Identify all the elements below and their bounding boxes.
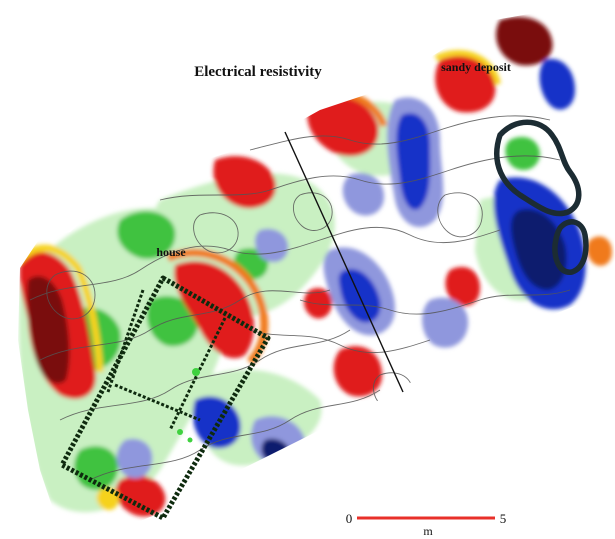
green-core-central xyxy=(117,211,176,259)
high-zone-north xyxy=(307,96,379,157)
scale-bar-unit-label: m xyxy=(423,524,433,538)
contour-line xyxy=(159,155,561,201)
elevated-rim-west xyxy=(18,244,104,373)
contour-lines xyxy=(29,115,571,481)
map-title: Electrical resistivity xyxy=(194,64,322,80)
elevated-spot-south xyxy=(96,487,120,511)
contour-line xyxy=(59,329,351,421)
high-zone-center-south xyxy=(333,346,383,397)
house-label: house xyxy=(156,245,186,259)
elevated-spot-east xyxy=(586,236,612,266)
high-zone-south xyxy=(115,475,166,517)
house-outer-wall xyxy=(59,275,271,521)
contour-line xyxy=(249,115,551,151)
low-zone-house-south xyxy=(116,438,153,479)
low-zone-far-northeast xyxy=(539,59,575,110)
contour-loop xyxy=(46,270,96,320)
green-core-house xyxy=(146,296,199,347)
sandy-deposit-outline xyxy=(494,119,589,275)
high-zone-mid xyxy=(304,287,333,319)
scale-bar-end-label: 5 xyxy=(500,511,507,526)
scale-bar-start-label: 0 xyxy=(346,511,353,526)
house-marker xyxy=(192,368,200,376)
low-zone-mid-east xyxy=(422,297,469,348)
high-zone-northeast xyxy=(435,56,496,113)
house-inner-wall-left xyxy=(106,289,145,393)
contour-line xyxy=(39,289,331,361)
low-zone-east-core xyxy=(511,209,567,290)
house-markers xyxy=(177,368,200,443)
house-inner-wall-cross xyxy=(114,383,201,422)
contour-loop xyxy=(193,212,239,254)
high-zone-far-northeast xyxy=(496,16,553,66)
contour-loop xyxy=(437,192,483,238)
contour-line xyxy=(299,289,571,315)
scale-bar: 0 5 m xyxy=(346,511,507,538)
contour-loop xyxy=(293,192,333,231)
low-zone-northeast-core xyxy=(396,113,431,210)
green-core-south xyxy=(74,446,119,490)
elevated-rim-house xyxy=(166,248,269,365)
sandy-deposit-label: sandy deposit xyxy=(441,60,511,74)
contour-line xyxy=(89,389,381,481)
high-zone-east-small xyxy=(445,266,480,307)
contour-line xyxy=(249,329,431,354)
sandy-deposit-ring-south xyxy=(552,219,589,275)
sandy-deposit-ring-north xyxy=(494,119,582,217)
contour-line xyxy=(29,226,501,301)
resistivity-field xyxy=(18,16,612,517)
green-core-east xyxy=(505,136,540,171)
house-marker xyxy=(177,429,183,435)
elevated-rim-northeast xyxy=(434,50,501,85)
house-marker xyxy=(187,437,193,443)
linear-anomaly-line xyxy=(284,131,404,393)
high-zone-west-core xyxy=(27,276,70,384)
